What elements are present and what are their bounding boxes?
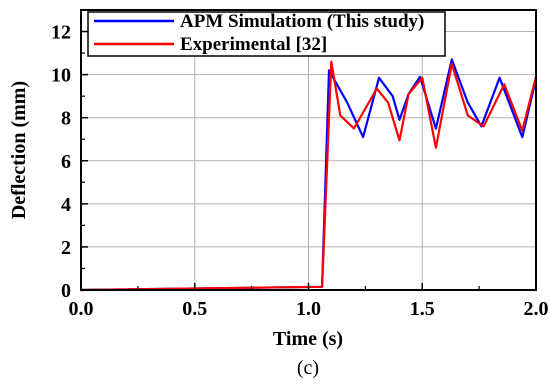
axis-ticks: 0.0 0.5 1.0 1.5 2.0 0 2 4 6 8 10 12 [51,9,549,320]
y-tick-label: 2 [61,237,71,259]
legend-label-experimental: Experimental [32] [180,34,327,55]
figure-caption: (c) [297,357,319,379]
data-series [80,58,538,292]
x-axis-title: Time (s) [273,328,343,350]
series-line-experimental [80,60,538,292]
y-tick-label: 8 [61,108,71,130]
legend-label-apm: APM Simulatiom (This study) [180,11,424,32]
x-tick-label: 0.0 [69,298,94,320]
y-axis-title: Deflection (mm) [8,81,30,219]
x-tick-label: 1.0 [296,298,321,320]
y-tick-label: 4 [61,194,71,216]
y-tick-label: 6 [61,151,71,173]
legend-box [87,11,446,57]
y-tick-label: 0 [61,280,71,302]
x-tick-label: 2.0 [524,298,549,320]
y-tick-label: 10 [51,65,71,87]
x-tick-label: 1.5 [410,298,435,320]
y-tick-label: 12 [51,22,71,44]
legend: APM Simulatiom (This study) Experimental… [87,11,446,57]
x-tick-label: 0.5 [182,298,207,320]
